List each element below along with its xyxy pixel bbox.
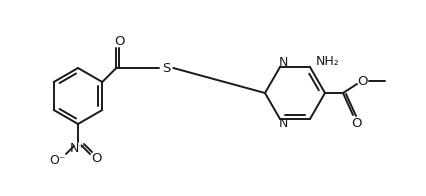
Text: O: O bbox=[92, 152, 102, 165]
Text: NH₂: NH₂ bbox=[316, 54, 340, 67]
Text: N: N bbox=[278, 55, 288, 69]
Text: O: O bbox=[351, 116, 361, 130]
Text: O: O bbox=[114, 34, 124, 47]
Text: N: N bbox=[278, 117, 288, 131]
Text: O: O bbox=[358, 74, 368, 87]
Text: S: S bbox=[162, 62, 170, 74]
Text: O⁻: O⁻ bbox=[50, 153, 66, 166]
Text: N⁺: N⁺ bbox=[70, 142, 86, 154]
